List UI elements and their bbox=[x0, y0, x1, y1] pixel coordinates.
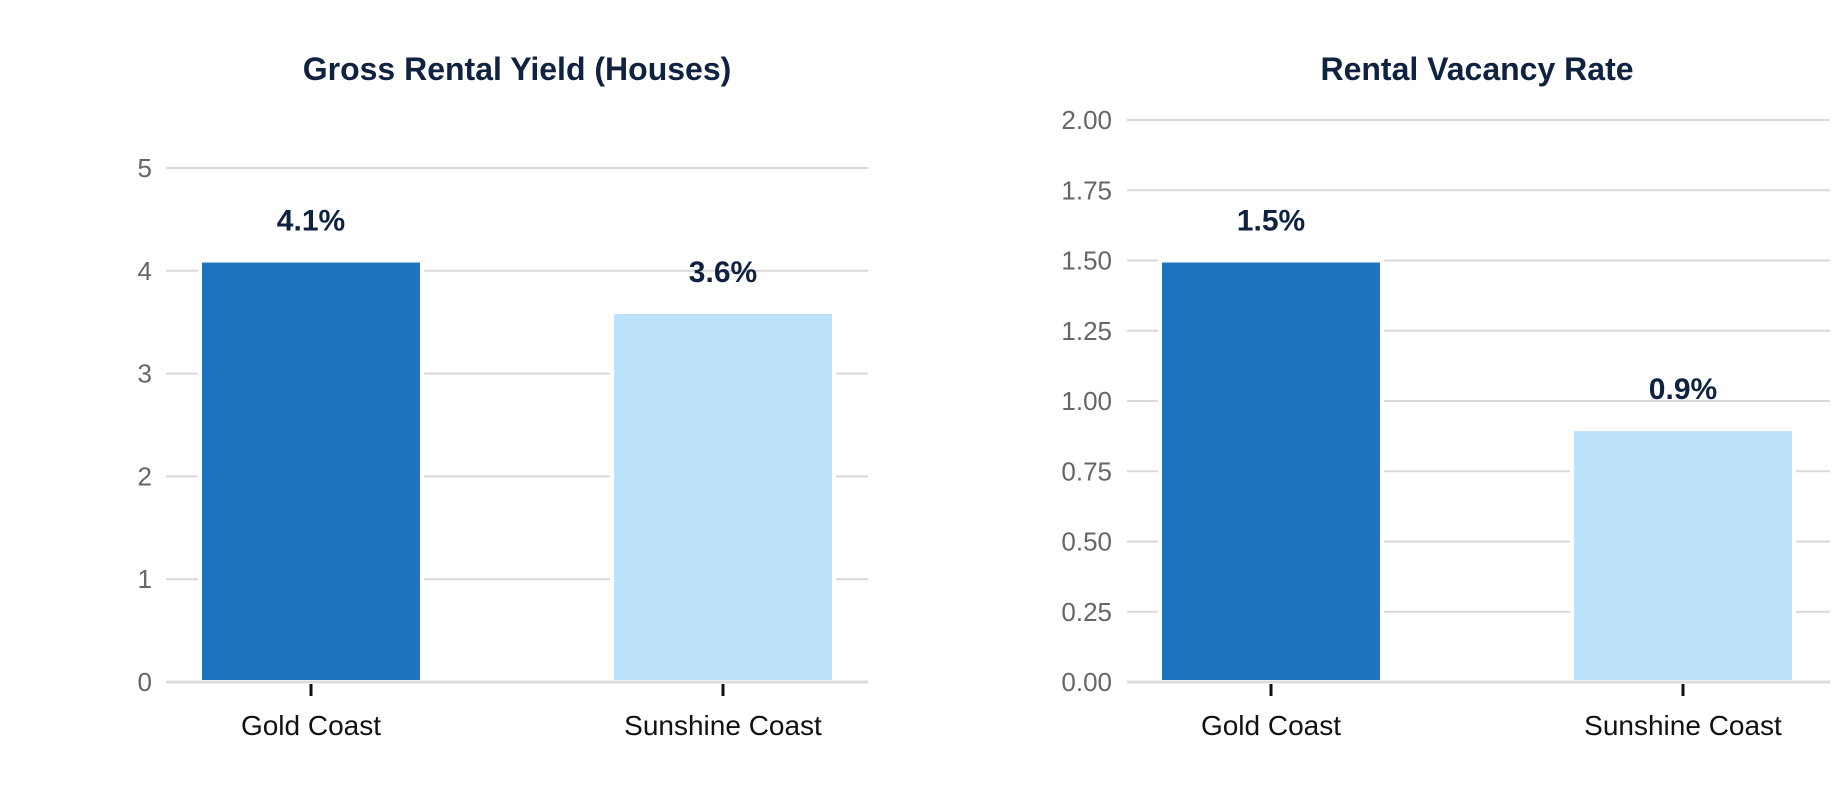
data-label: 4.1% bbox=[277, 205, 345, 238]
y-tick-label: 0.75 bbox=[1061, 456, 1112, 486]
x-tick-label: Gold Coast bbox=[241, 710, 381, 741]
y-tick-label: 0 bbox=[138, 667, 152, 697]
y-tick-label: 0.25 bbox=[1061, 597, 1112, 627]
bar-gold-coast bbox=[1158, 258, 1384, 684]
y-tick-label: 5 bbox=[138, 153, 152, 183]
x-tick-label: Sunshine Coast bbox=[624, 710, 822, 741]
chart-panel-1: Gross Rental Yield (Houses) 0 1 2 3 4 5 4.1% 3.6… bbox=[138, 51, 868, 741]
y-tick-label: 3 bbox=[138, 359, 152, 389]
bar-gold-coast bbox=[198, 258, 424, 684]
chart-panel-2: Rental Vacancy Rate 0.00 0.25 0.50 0.75 1.00 1… bbox=[1061, 51, 1830, 741]
bar-sunshine-coast bbox=[610, 309, 836, 684]
chart-title: Rental Vacancy Rate bbox=[1320, 51, 1633, 87]
data-label: 1.5% bbox=[1237, 205, 1305, 238]
y-tick-label: 2.00 bbox=[1061, 105, 1112, 135]
y-tick-label: 1.25 bbox=[1061, 316, 1112, 346]
y-tick-label: 1 bbox=[138, 564, 152, 594]
bar-sunshine-coast bbox=[1570, 427, 1796, 684]
y-tick-label: 2 bbox=[138, 461, 152, 491]
chart-title: Gross Rental Yield (Houses) bbox=[303, 51, 732, 87]
y-tick-label: 1.50 bbox=[1061, 246, 1112, 276]
y-tick-label: 0.50 bbox=[1061, 527, 1112, 557]
y-tick-label: 1.75 bbox=[1061, 175, 1112, 205]
y-tick-label: 0.00 bbox=[1061, 667, 1112, 697]
x-tick-label: Gold Coast bbox=[1201, 710, 1341, 741]
data-label: 0.9% bbox=[1649, 373, 1717, 406]
data-label: 3.6% bbox=[689, 256, 757, 289]
y-tick-label: 4 bbox=[138, 256, 152, 286]
y-tick-label: 1.00 bbox=[1061, 386, 1112, 416]
x-tick-label: Sunshine Coast bbox=[1584, 710, 1782, 741]
